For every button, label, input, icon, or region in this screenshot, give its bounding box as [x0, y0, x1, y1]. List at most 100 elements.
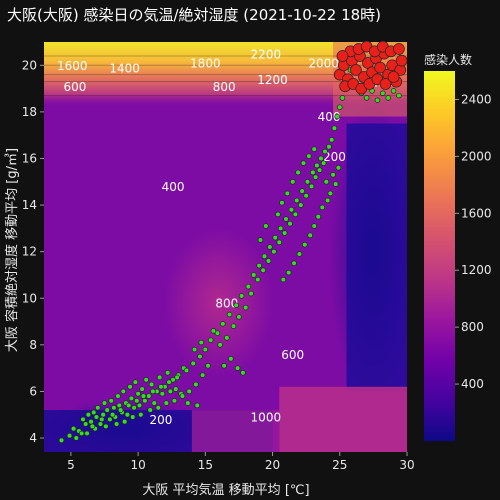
- green-data-point: [255, 276, 261, 283]
- green-data-point: [280, 276, 287, 283]
- green-data-point: [323, 179, 330, 185]
- green-data-point: [73, 435, 80, 441]
- contour-labels: 1600 1400 1800 2200 2000 600 800 1200 400 200 1000…: [57, 47, 401, 427]
- contour-label: 1800: [190, 57, 221, 71]
- green-data-point: [128, 395, 135, 402]
- data-points: [58, 40, 408, 444]
- contour-label: 1400: [109, 61, 140, 75]
- green-data-point: [124, 411, 131, 418]
- y-tick-label: 4: [29, 431, 37, 445]
- heatmap-right-blob: [328, 101, 407, 402]
- green-data-point: [111, 404, 117, 411]
- green-data-point: [339, 95, 346, 101]
- green-data-point: [316, 167, 323, 173]
- x-tick-label: 15: [198, 458, 213, 472]
- y-tick-label: 14: [22, 198, 37, 212]
- green-data-point: [228, 356, 234, 362]
- green-data-point: [147, 407, 153, 413]
- green-data-point: [88, 418, 94, 425]
- green-data-point: [256, 262, 262, 269]
- green-data-point: [224, 335, 230, 341]
- green-data-point: [257, 237, 264, 243]
- green-data-point: [166, 379, 172, 385]
- colorbar-tick-label: 1600: [461, 206, 492, 220]
- colorbar-tick-label: 400: [461, 377, 484, 391]
- green-data-point: [320, 160, 327, 166]
- green-data-point: [265, 258, 272, 264]
- green-data-point: [214, 330, 221, 336]
- green-data-point: [167, 388, 174, 395]
- green-data-point: [85, 411, 92, 418]
- heatmap-bottom-mid: [191, 410, 280, 452]
- green-data-point: [287, 220, 293, 227]
- green-data-point: [332, 181, 339, 187]
- green-data-point: [230, 323, 237, 329]
- green-data-point: [185, 400, 191, 406]
- green-data-point: [314, 162, 320, 169]
- green-data-point: [70, 425, 77, 432]
- green-data-point: [298, 202, 304, 208]
- green-data-point: [117, 407, 124, 413]
- green-data-point: [148, 381, 155, 388]
- red-data-point: [393, 43, 405, 55]
- green-data-point: [279, 199, 285, 206]
- green-data-point: [156, 374, 163, 381]
- y-tick-label: 20: [22, 58, 37, 72]
- contour-label: 400: [318, 110, 341, 124]
- green-data-point: [263, 223, 269, 229]
- green-data-point: [186, 388, 192, 395]
- green-data-point: [300, 160, 307, 166]
- green-data-point: [191, 346, 198, 353]
- green-data-point: [97, 421, 104, 427]
- green-data-point: [93, 414, 100, 420]
- green-data-point: [142, 398, 148, 404]
- green-data-point: [304, 179, 311, 185]
- green-data-point: [315, 213, 322, 220]
- green-data-point: [327, 190, 334, 197]
- green-data-point: [127, 384, 133, 390]
- heatmap-surface: [44, 42, 407, 452]
- colorbar-title: 感染人数: [424, 52, 472, 67]
- green-data-point: [103, 423, 109, 430]
- y-tick-label: 16: [22, 151, 37, 165]
- green-data-point: [267, 244, 273, 250]
- green-data-point: [284, 190, 291, 197]
- green-data-point: [159, 391, 166, 397]
- green-data-point: [245, 283, 252, 290]
- green-data-point: [312, 174, 319, 180]
- green-data-point: [116, 402, 123, 409]
- contour-label: 200: [323, 150, 346, 164]
- green-data-point: [139, 386, 145, 392]
- green-data-point: [135, 391, 141, 397]
- green-data-point: [190, 360, 196, 367]
- green-data-point: [202, 346, 209, 353]
- green-data-point: [242, 304, 249, 311]
- green-data-point: [283, 216, 289, 222]
- green-data-point: [226, 311, 233, 318]
- green-data-point: [318, 155, 324, 162]
- x-axis-label: 大阪 平均気温 移動平均 [℃]: [142, 482, 309, 498]
- green-data-point: [322, 148, 328, 155]
- green-data-point: [337, 104, 343, 110]
- green-data-point: [385, 95, 391, 101]
- green-data-point: [328, 137, 335, 143]
- green-data-point: [99, 416, 105, 423]
- colorbar-tick-label: 2400: [461, 92, 492, 106]
- green-data-point: [324, 197, 331, 204]
- y-tick-label: 18: [22, 105, 37, 119]
- contour-label: 800: [213, 80, 236, 94]
- heatmap-low-blob: [44, 398, 205, 452]
- green-data-point: [363, 95, 370, 101]
- green-data-point: [82, 421, 89, 427]
- x-tick-label: 20: [265, 458, 280, 472]
- green-data-point: [374, 97, 381, 103]
- contour-label: 400: [162, 180, 185, 194]
- green-data-point: [272, 234, 278, 241]
- green-data-point: [233, 302, 240, 308]
- green-data-point: [113, 421, 120, 427]
- green-data-point: [140, 393, 147, 399]
- green-data-point: [146, 393, 152, 399]
- y-tick-label: 6: [29, 384, 37, 398]
- green-data-point: [108, 398, 114, 404]
